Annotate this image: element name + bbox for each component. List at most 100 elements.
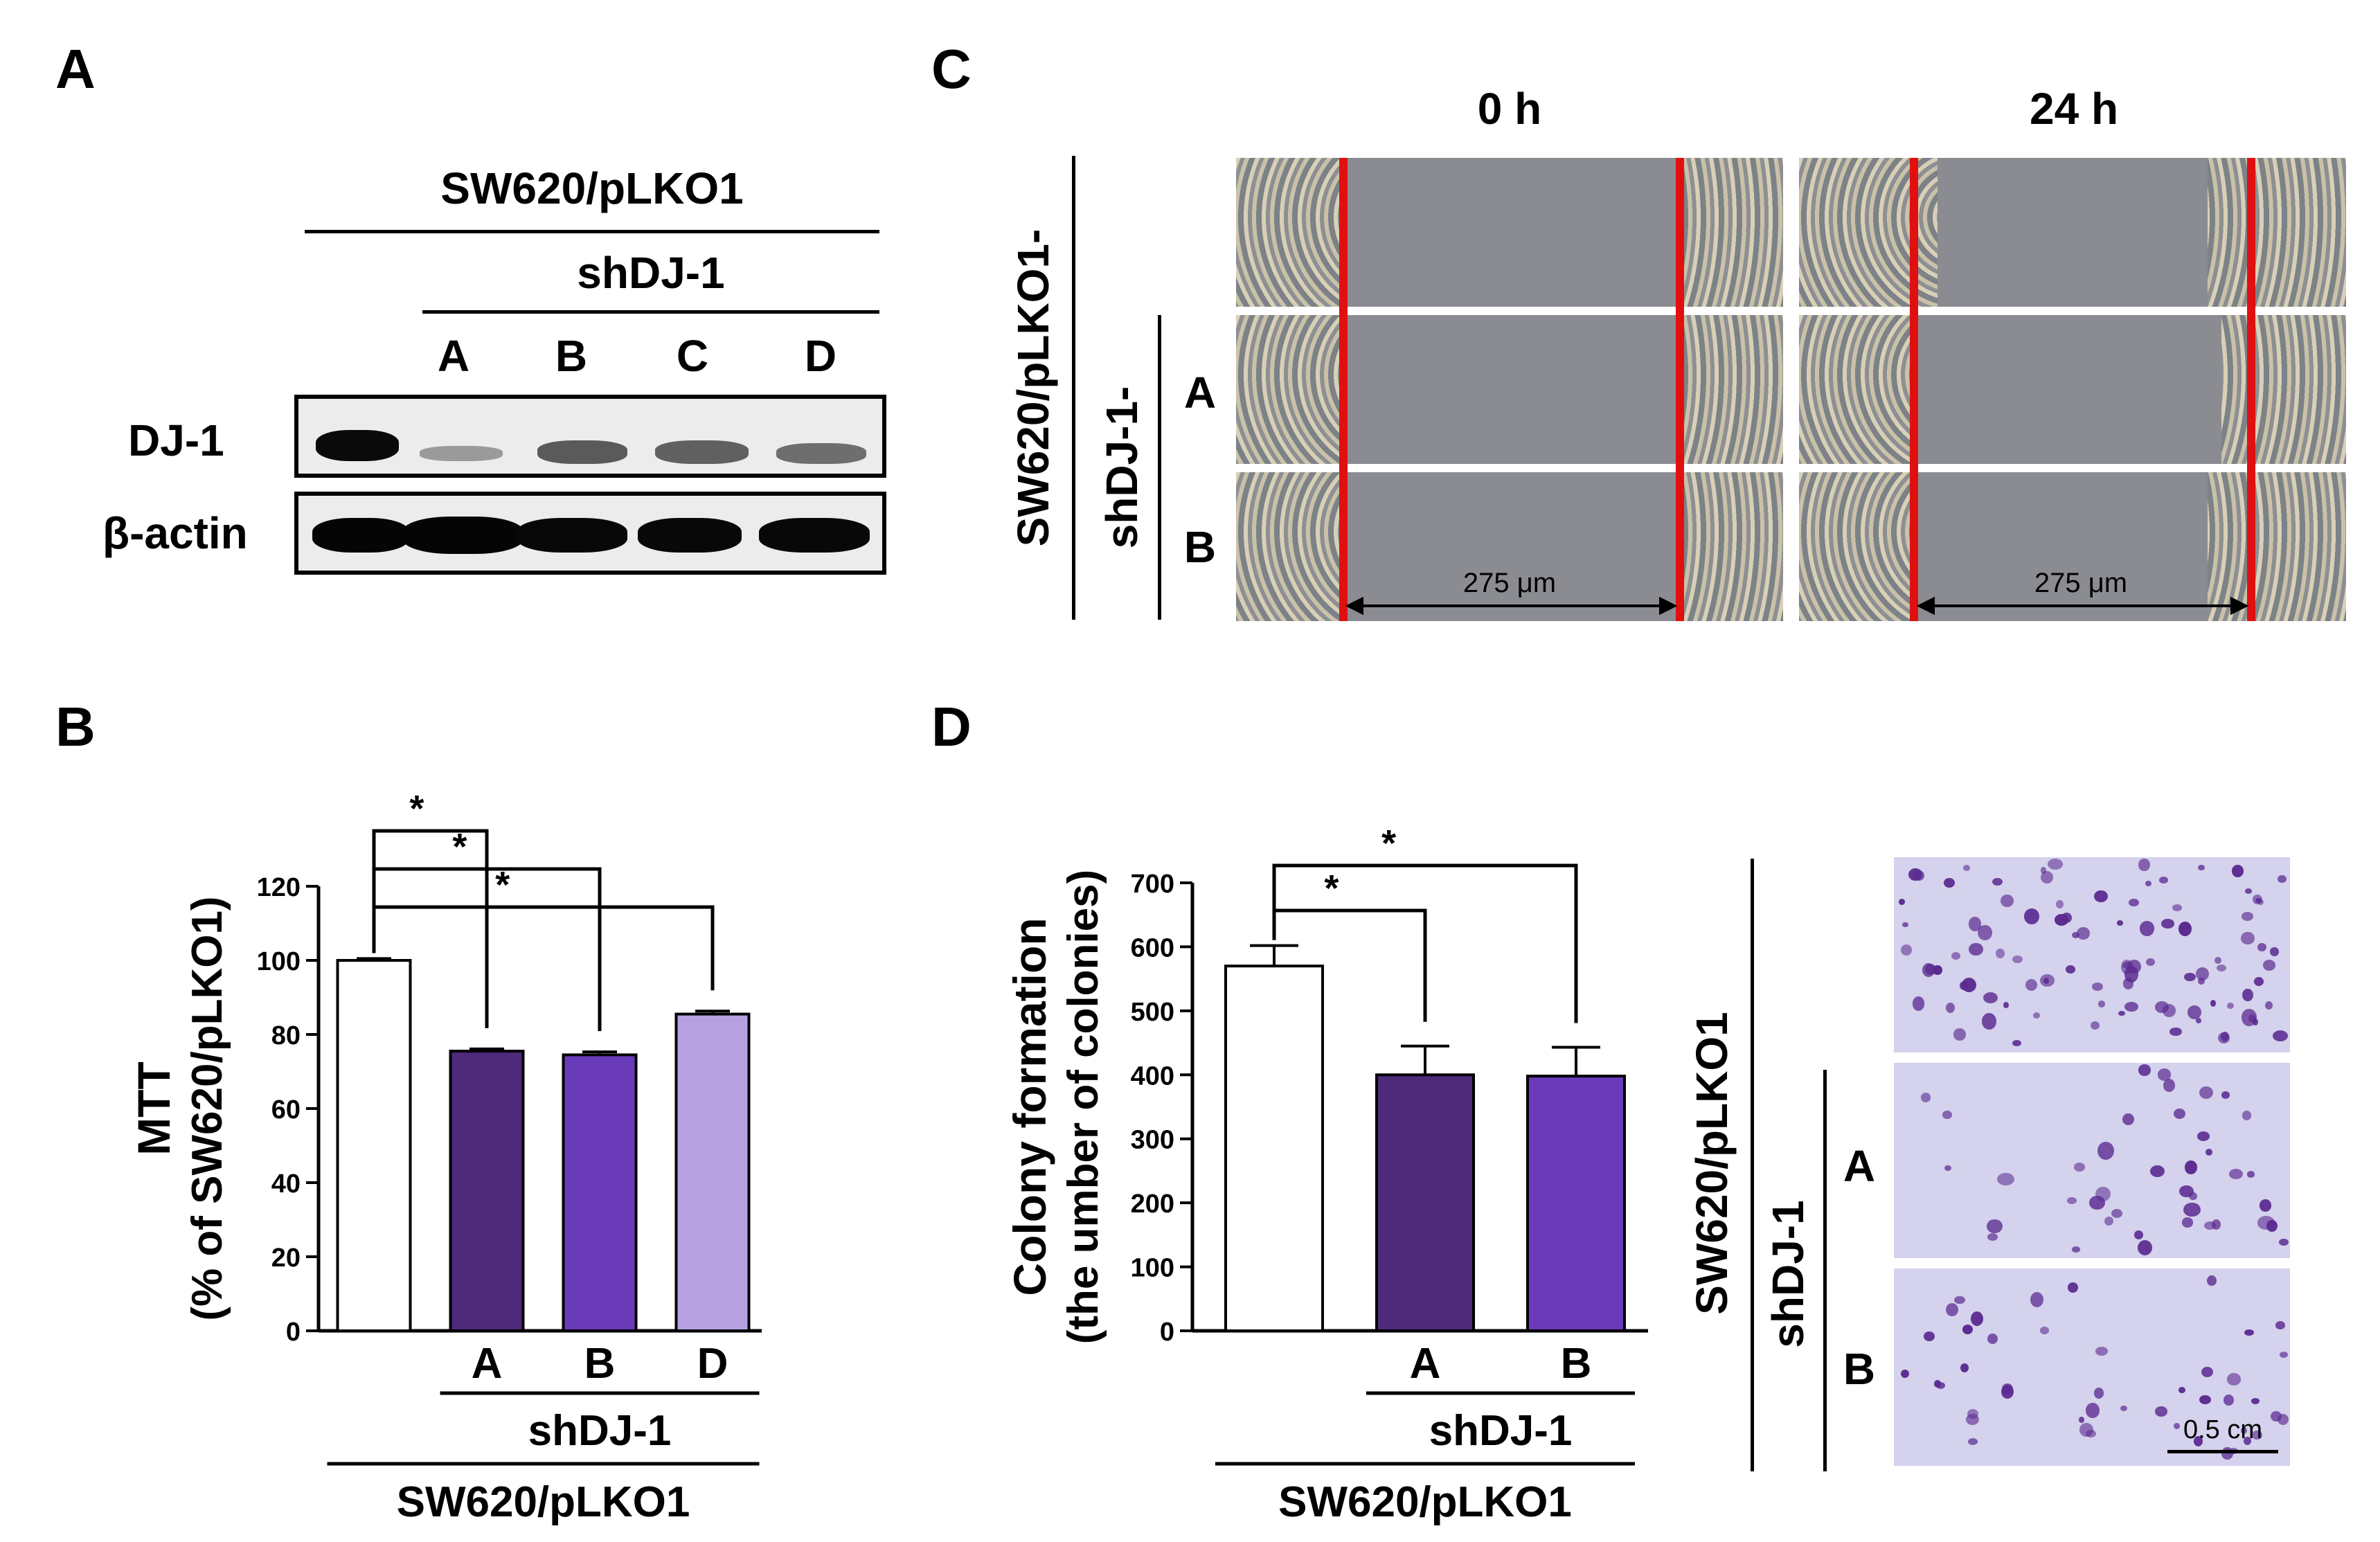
colony-dot [2199, 1395, 2212, 1405]
lane-label-b: B [555, 331, 588, 381]
colony-dot [1962, 1325, 1974, 1335]
colony-dot [2095, 1346, 2109, 1356]
group-label: SW620/pLKO1 [1278, 1478, 1572, 1526]
colony-group-line [1751, 859, 1754, 1471]
colony-dot [2197, 1131, 2210, 1142]
colony-dot [1945, 1002, 1955, 1013]
significance-star: * [452, 826, 467, 868]
colony-dot [2205, 1149, 2213, 1156]
colony-dot [2149, 1165, 2165, 1177]
colony-dot [1951, 952, 1961, 960]
dj1-band-a [420, 446, 503, 461]
colony-dot [2246, 1170, 2255, 1178]
colony-dot [2120, 1405, 2128, 1412]
colony-dot [2071, 931, 2079, 939]
wound-image-a-0h [1236, 315, 1783, 464]
colony-dot [1943, 877, 1956, 888]
panel-b-letter: B [55, 696, 96, 757]
colony-dot [2241, 1426, 2247, 1434]
wound-group-line [1072, 156, 1075, 620]
subgroup-label: shDJ-1 [528, 1407, 672, 1455]
time-label-24h: 24 h [2029, 84, 2119, 134]
actin-blot [294, 492, 886, 575]
colony-dot [2094, 890, 2109, 903]
panel-c-letter: C [931, 38, 972, 100]
dj1-band-c [655, 440, 749, 464]
colony-dot [2179, 1185, 2194, 1198]
colony-dot [2278, 1413, 2289, 1425]
colony-dot [2139, 921, 2155, 936]
actin-band-c [638, 518, 742, 553]
colony-dot [2189, 1192, 2197, 1200]
y-tick-label: 120 [257, 873, 301, 902]
colony-dot [1995, 949, 2005, 958]
blot-row-label-dj1: DJ-1 [128, 415, 224, 465]
colony-dot [2137, 1240, 2152, 1256]
blot-group-label: SW620/pLKO1 [440, 163, 744, 213]
x-tick-label: A [1410, 1340, 1441, 1388]
colony-dot [2241, 931, 2255, 945]
colony-row-label-a: A [1843, 1141, 1876, 1191]
colony-dot [2039, 1327, 2049, 1334]
group-label: SW620/pLKO1 [397, 1478, 690, 1526]
colony-dot [2040, 870, 2053, 884]
colony-dot [1997, 1173, 2014, 1185]
colony-dot [2242, 1009, 2257, 1026]
wound-edge-right-0h [1676, 158, 1684, 621]
colony-dot [2199, 1086, 2213, 1100]
actin-band-b [517, 518, 627, 553]
colony-subgroup-label: shDJ-1 [1763, 1200, 1813, 1348]
colony-dot [2184, 1160, 2198, 1175]
colony-dot [2138, 858, 2150, 872]
colony-dot [1912, 996, 1925, 1011]
dj1-blot [294, 395, 886, 478]
colony-dot [2122, 978, 2134, 989]
panel-d-letter: D [931, 696, 972, 757]
colony-dot [1992, 878, 2003, 886]
significance-star: * [495, 864, 510, 906]
y-axis-label: MTT [128, 1061, 179, 1156]
wound-scale-arrows [1345, 596, 2249, 616]
blot-subgroup-label: shDJ-1 [577, 248, 725, 298]
colony-dot [2204, 1221, 2217, 1230]
colony-dot [2231, 865, 2244, 877]
blot-subgroup-line [422, 310, 879, 314]
colony-dot [2066, 1196, 2077, 1205]
significance-bracket [372, 905, 715, 991]
y-tick-label: 100 [257, 947, 301, 976]
colony-dot [1987, 1233, 1998, 1241]
colony-scale-bar [2167, 1450, 2278, 1453]
dj1-band-d [776, 443, 866, 464]
wound-subgroup-line [1158, 315, 1161, 620]
y-axis-sublabel: (the umber of colonies) [1059, 870, 1107, 1344]
colony-dot [2133, 1230, 2144, 1239]
colony-dot [2184, 973, 2196, 982]
colony-dot [1962, 865, 1971, 871]
colony-dot [2183, 1202, 2201, 1217]
colony-dot [2196, 1018, 2202, 1023]
colony-dot [2161, 919, 2174, 929]
colony-dot [2032, 1012, 2040, 1019]
colony-dot [1967, 1438, 1978, 1446]
colony-dot [2104, 1217, 2114, 1226]
colony-dot [2228, 1169, 2243, 1179]
y-tick-label: 700 [1131, 870, 1174, 899]
colony-dot [2182, 1217, 2194, 1228]
wound-edge-left-0h [1339, 158, 1348, 621]
colony-dot [1968, 917, 1982, 931]
colony-dot [1966, 1413, 1980, 1426]
colony-dot [1900, 944, 1913, 956]
colony-dot [2227, 1003, 2234, 1010]
colony-dot [2216, 964, 2227, 971]
colony-image-control [1894, 857, 2290, 1052]
colony-dot [2242, 988, 2253, 1002]
bar-D [674, 1012, 751, 1332]
colony-dot [2095, 1186, 2111, 1202]
colony-image-a [1894, 1063, 2290, 1258]
colony-dot [1944, 1165, 1951, 1172]
colony-dot [1942, 1110, 1952, 1119]
colony-dot [1983, 992, 1998, 1004]
colony-dot [2001, 1383, 2014, 1395]
colony-dot [2122, 1113, 2135, 1125]
